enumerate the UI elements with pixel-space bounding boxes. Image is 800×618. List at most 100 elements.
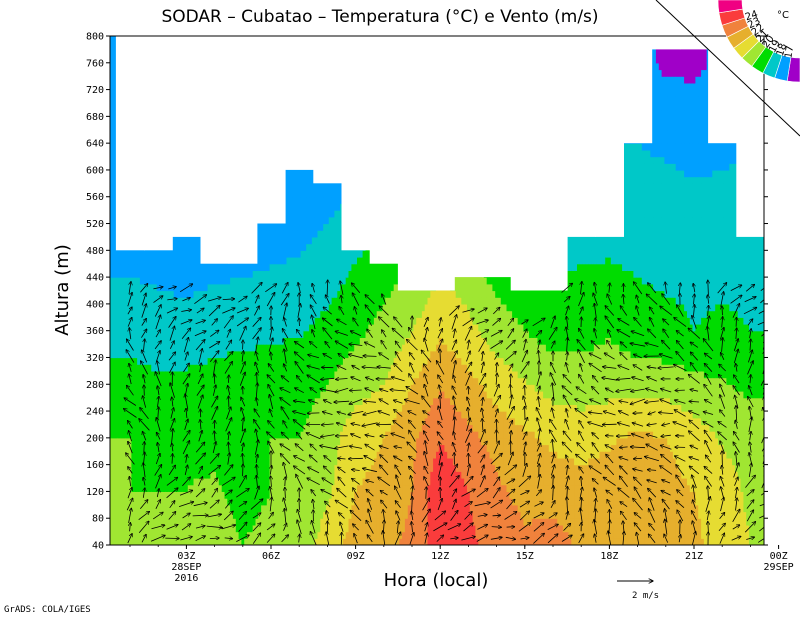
temperature-cell	[120, 531, 124, 539]
temperature-cell	[221, 457, 226, 466]
temperature-cell	[278, 437, 282, 446]
temperature-cell	[179, 283, 183, 292]
temperature-cell	[292, 484, 296, 492]
temperature-cell	[190, 524, 194, 533]
temperature-cell	[190, 337, 194, 345]
temperature-cell	[190, 330, 194, 338]
temperature-cell	[131, 397, 135, 405]
temperature-cell	[249, 424, 254, 432]
temperature-cell	[182, 344, 186, 352]
temperature-cell	[111, 156, 116, 164]
temperature-cell	[120, 397, 124, 405]
temperature-cell	[148, 344, 152, 352]
temperature-cell	[230, 511, 234, 519]
temperature-cell	[224, 397, 228, 405]
temperature-cell	[139, 370, 144, 379]
temperature-cell	[162, 437, 166, 446]
temperature-cell	[213, 491, 217, 499]
temperature-cell	[125, 478, 130, 486]
temperature-cell	[193, 457, 197, 466]
temperature-cell	[165, 491, 169, 499]
temperature-cell	[179, 310, 183, 318]
temperature-cell	[185, 471, 189, 479]
temperature-cell	[238, 384, 242, 392]
temperature-cell	[154, 444, 158, 452]
temperature-cell	[232, 391, 237, 399]
temperature-cell	[176, 431, 180, 439]
temperature-cell	[193, 283, 197, 292]
temperature-cell	[168, 357, 172, 365]
temperature-cell	[156, 531, 161, 539]
temperature-cell	[114, 357, 118, 365]
temperature-cell	[148, 444, 152, 452]
temperature-cell	[247, 277, 251, 285]
temperature-cell	[204, 417, 209, 426]
temperature-cell	[168, 324, 172, 332]
temperature-cell	[278, 451, 282, 459]
temperature-cell	[120, 484, 124, 492]
temperature-cell	[117, 451, 121, 459]
temperature-cell	[128, 538, 132, 545]
temperature-cell	[204, 404, 209, 412]
temperature-cell	[193, 531, 197, 539]
temperature-cell	[148, 451, 152, 459]
temperature-cell	[117, 397, 121, 405]
temperature-cell	[162, 337, 166, 345]
temperature-cell	[249, 364, 254, 372]
temperature-cell	[165, 377, 169, 385]
temperature-cell	[137, 303, 141, 312]
temperature-cell	[230, 263, 234, 271]
temperature-cell	[110, 169, 113, 178]
temperature-cell	[111, 62, 116, 71]
temperature-cell	[179, 504, 183, 513]
temperature-cell	[123, 531, 127, 539]
temperature-cell	[125, 391, 130, 399]
temperature-cell	[176, 451, 180, 459]
temperature-cell	[218, 524, 223, 533]
temperature-cell	[218, 384, 223, 392]
temperature-cell	[110, 471, 113, 479]
temperature-cell	[139, 518, 144, 526]
temperature-cell	[263, 223, 268, 231]
temperature-cell	[156, 370, 161, 379]
temperature-cell	[190, 437, 194, 446]
temperature-cell	[292, 283, 296, 292]
temperature-cell	[227, 263, 231, 271]
temperature-cell	[120, 370, 124, 379]
temperature-cell	[139, 263, 144, 271]
temperature-cell	[176, 377, 180, 385]
temperature-cell	[154, 324, 158, 332]
temperature-cell	[187, 270, 192, 278]
temperature-cell	[218, 377, 223, 385]
temperature-cell	[139, 250, 144, 258]
temperature-cell	[196, 464, 200, 472]
temperature-cell	[292, 337, 296, 345]
temperature-cell	[187, 297, 192, 305]
temperature-cell	[179, 270, 183, 278]
temperature-cell	[131, 364, 135, 372]
temperature-cell	[139, 330, 144, 338]
temperature-cell	[111, 163, 116, 171]
temperature-cell	[131, 471, 135, 479]
temperature-cell	[241, 277, 245, 285]
temperature-cell	[207, 384, 211, 392]
temperature-cell	[235, 524, 240, 533]
temperature-cell	[170, 330, 175, 338]
temperature-cell	[154, 303, 158, 312]
temperature-cell	[173, 277, 178, 285]
temperature-cell	[235, 431, 240, 439]
temperature-cell	[168, 370, 172, 379]
temperature-cell	[148, 357, 152, 365]
temperature-cell	[170, 538, 175, 545]
temperature-cell	[249, 411, 254, 419]
temperature-cell	[249, 457, 254, 466]
temperature-cell	[162, 451, 166, 459]
temperature-cell	[173, 263, 178, 271]
temperature-cell	[151, 357, 155, 365]
temperature-cell	[204, 270, 209, 278]
temperature-cell	[182, 236, 186, 245]
temperature-cell	[162, 290, 166, 298]
temperature-cell	[128, 357, 132, 365]
temperature-cell	[249, 310, 254, 318]
temperature-cell	[216, 431, 220, 439]
